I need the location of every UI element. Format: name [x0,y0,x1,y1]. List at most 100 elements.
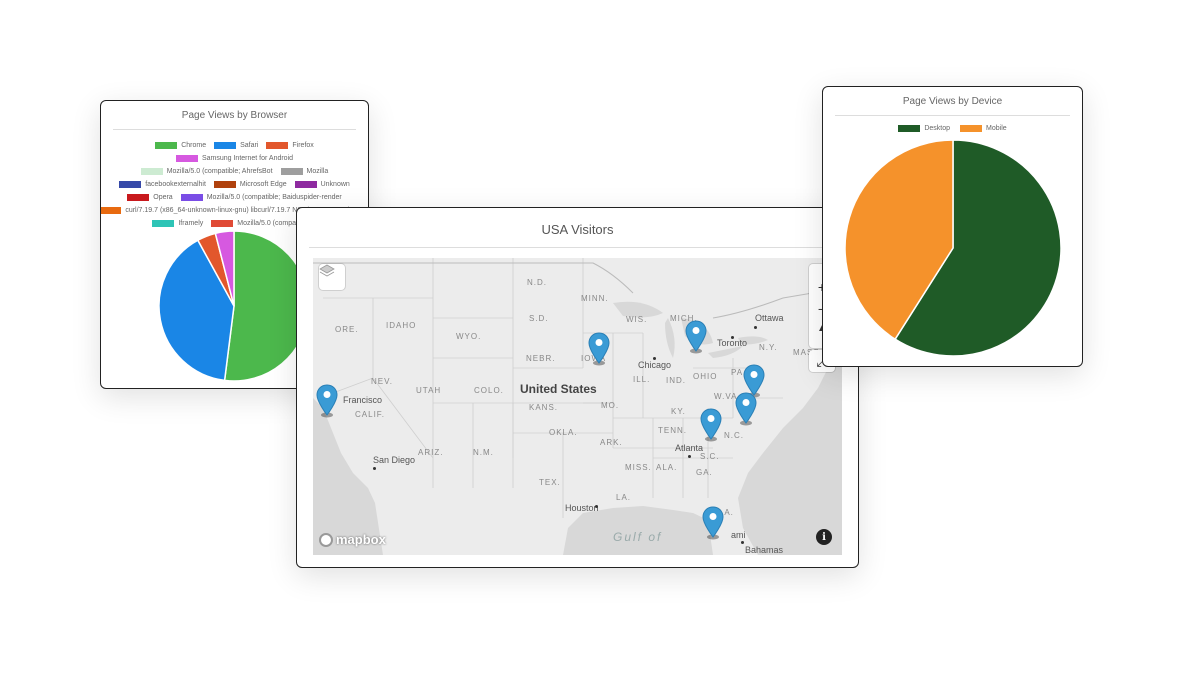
city-label: Houston [565,503,599,513]
state-label: MISS. [625,463,652,472]
legend-label: Mozilla/5.0 (compatible; Baiduspider-ren… [206,194,342,201]
device-pie-chart [845,140,1061,356]
legend-label: Desktop [924,125,951,132]
legend-swatch [127,194,150,201]
mapbox-logo[interactable]: mapbox [319,532,386,547]
city-dot [688,455,691,458]
legend-label: Microsoft Edge [239,181,287,188]
legend-label: Opera [153,194,173,201]
state-label: IDAHO [386,321,417,330]
city-label: San Diego [373,455,416,465]
legend-item[interactable]: facebookexternalhit [119,181,206,188]
legend-item[interactable]: Safari [214,142,258,149]
legend-label: Samsung Internet for Android [201,155,294,162]
legend-swatch [175,155,198,162]
legend-label: Mozilla/5.0 (compatible; e [237,220,317,227]
state-label: PA. [731,368,747,377]
pie-slice-desktop[interactable] [894,140,1061,356]
usa-map[interactable]: N.D. MINN. ORE. IDAHO S.D. WIS. MICH. WYO. NEBR.… [313,258,842,555]
state-label: OKLA. [549,428,578,437]
legend-swatch [140,168,163,175]
map-pin-icon[interactable] [700,408,722,442]
state-label: LA. [616,493,632,502]
city-dot [595,505,598,508]
legend-row: curl/7.19.7 (x86_64-unknown-linux-gnu) l… [101,204,368,217]
state-label: OHIO [693,372,718,381]
state-label: N.M. [473,448,494,457]
legend-item[interactable]: Unknown [294,181,350,188]
legend-item[interactable]: Mozilla [280,168,329,175]
state-label: COLO. [474,386,504,395]
country-label: United States [520,382,597,396]
legend-row: Mozilla/5.0 (compatible; AhrefsBot Mozill… [101,165,368,178]
legend-label: Mozilla [306,168,329,175]
state-label: MO. [601,401,620,410]
state-label: MINN. [581,294,609,303]
layers-button[interactable] [319,264,345,290]
city-label: Atlanta [675,443,704,453]
legend-item[interactable]: Chrome [155,142,206,149]
mapbox-logo-text: mapbox [336,532,386,547]
legend-item[interactable]: Desktop [898,125,950,132]
state-label: GA. [696,468,713,477]
state-label: FLA. [713,508,734,517]
legend-swatch [180,194,203,201]
state-label: MICH. [670,314,698,323]
state-label: TEX. [539,478,561,487]
pie-slice-mobile[interactable] [845,140,954,341]
legend-item[interactable]: Mobile [960,125,1007,132]
legend-item[interactable]: Samsung Internet for Android [175,155,294,162]
legend-item[interactable]: Mozilla/5.0 (compatible; Baiduspider-ren… [180,194,342,201]
state-label: ILL. [633,375,651,384]
browser-legend: Chrome Safari Firefox Samsung Internet for … [101,139,368,230]
legend-label: Chrome [181,142,207,149]
map-pin-icon[interactable] [735,392,757,426]
legend-item[interactable]: Firefox [266,142,314,149]
legend-row: facebookexternalhit Microsoft Edge Unknown [101,178,368,191]
map-base [313,258,842,555]
state-label: UTAH [416,386,442,395]
legend-label: Firefox [292,142,314,149]
legend-swatch [101,207,122,214]
legend-row: Samsung Internet for Android [101,152,368,165]
device-legend: Desktop Mobile [823,125,1082,132]
state-label: IOWA [581,354,607,363]
legend-label: Safari [240,142,259,149]
legend-item[interactable]: Mozilla/5.0 (compatible; e [211,220,317,227]
legend-swatch [214,142,237,149]
state-label: S.C. [700,452,720,461]
legend-swatch [213,181,236,188]
legend-item[interactable]: Mozilla/5.0 (compatible; AhrefsBot [140,168,273,175]
legend-item[interactable]: Iframely [152,220,203,227]
state-label: NEV. [371,377,393,386]
pie-slice-safari[interactable] [159,239,235,381]
state-label: KANS. [529,403,559,412]
map-pin-icon[interactable] [702,506,724,540]
device-chart-title: Page Views by Device [835,87,1070,116]
mapbox-logo-icon [319,532,333,547]
legend-item[interactable]: curl/7.19.7 (x86_64-unknown-linux-gnu) l… [101,207,368,214]
map-pin-icon[interactable] [588,332,610,366]
layers-icon [319,264,335,277]
legend-item[interactable]: Opera [127,194,173,201]
legend-swatch [155,142,178,149]
legend-label: Mozilla/5.0 (compatible; AhrefsBot [166,168,273,175]
legend-swatch [294,181,317,188]
pie-slice-samsung-internet-for-android[interactable] [214,231,235,307]
city-label: Chicago [638,360,672,370]
browser-pie-chart [159,231,309,381]
device-chart-card: Page Views by Device Desktop Mobile [822,86,1083,367]
city-dot [754,326,757,329]
state-label: CALIF. [355,410,386,419]
legend-item[interactable]: Microsoft Edge [213,181,287,188]
map-pin-icon[interactable] [316,384,338,418]
state-label: W.VA. [714,392,741,401]
state-label: ARIZ. [418,448,444,457]
legend-label: Unknown [320,181,350,188]
legend-swatch [280,168,303,175]
info-icon[interactable]: i [816,529,832,545]
city-dot [653,357,656,360]
map-pin-icon[interactable] [685,320,707,354]
browser-chart-title: Page Views by Browser [113,101,356,130]
usa-visitors-card: USA Visitors [296,207,859,568]
